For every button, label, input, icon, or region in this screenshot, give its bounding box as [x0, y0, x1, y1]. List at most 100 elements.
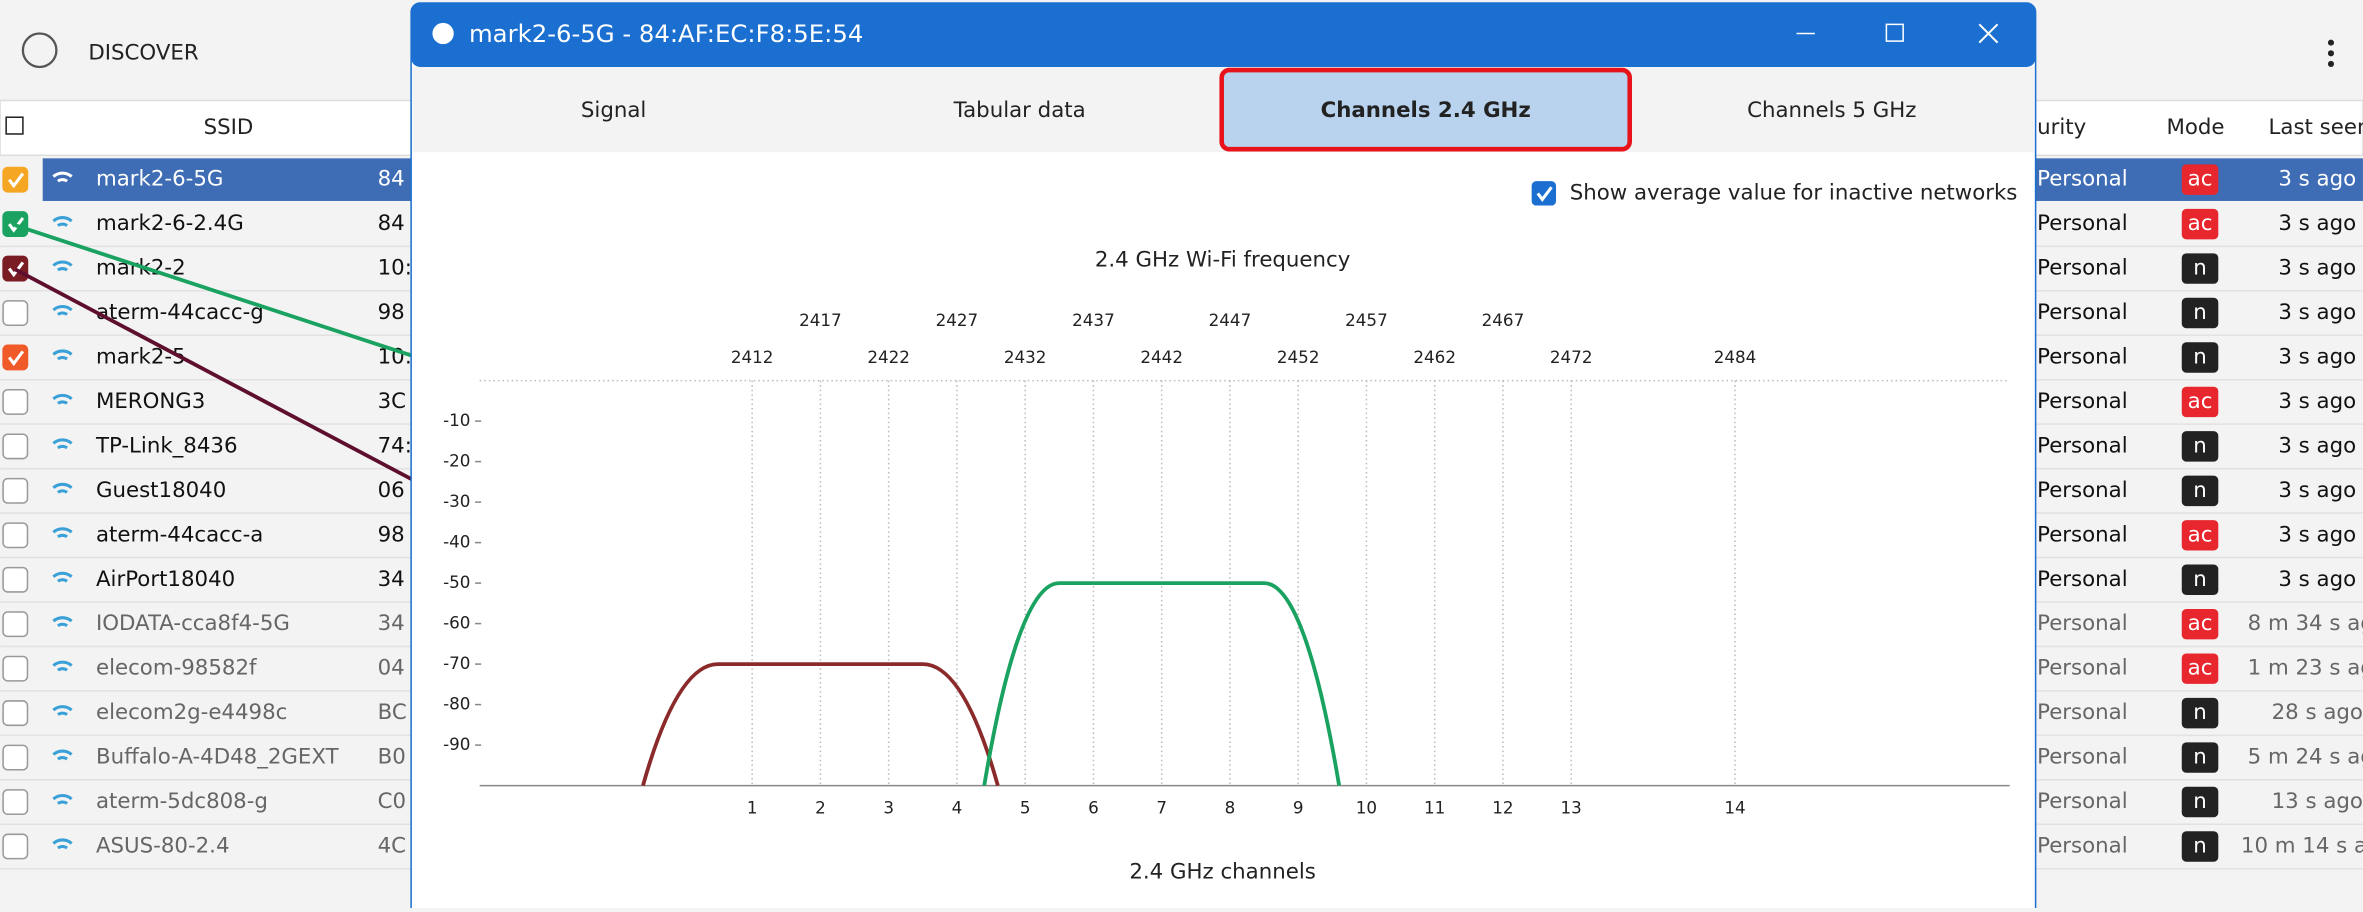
maximize[interactable] [1885, 23, 1904, 42]
row-last-seen: 1 m 23 s ago [2248, 656, 2363, 681]
mode-label: ac [2188, 656, 2213, 681]
frequency-label: 2412 [731, 347, 774, 367]
row-ssid: ASUS-80-2.4 [96, 833, 230, 858]
check-mark [7, 172, 25, 189]
row-checkbox[interactable] [2, 211, 29, 238]
y-tick-label: -10 [443, 410, 470, 430]
wifi-icon [52, 660, 73, 672]
menu-button[interactable] [2327, 39, 2335, 67]
row-checkbox[interactable] [2, 744, 29, 771]
wifi-icon [52, 260, 73, 272]
row-checkbox[interactable] [2, 166, 29, 193]
row-security: Personal [2037, 389, 2128, 414]
row-checkbox[interactable] [2, 344, 29, 371]
mode-badge [2181, 697, 2219, 729]
row-checkbox[interactable] [2, 433, 29, 460]
row-checkbox[interactable] [2, 789, 29, 815]
row-ssid: mark2-6-2.4G [96, 211, 244, 236]
row-ssid: elecom-98582f [96, 656, 257, 681]
tab[interactable]: Signal [581, 98, 646, 123]
y-tick-label: -40 [443, 532, 470, 552]
frequency-label: 2442 [1140, 347, 1183, 367]
mode-badge [2181, 564, 2219, 595]
row-security: Personal [2037, 745, 2128, 770]
header-security: urity [2037, 115, 2086, 140]
mode-label: n [2193, 567, 2207, 592]
channel-label: 13 [1561, 797, 1582, 817]
tab[interactable]: Channels 5 GHz [1747, 98, 1916, 123]
row-checkbox[interactable] [2, 255, 29, 282]
mode-badge [2181, 342, 2219, 373]
row-bssid: 74: [378, 433, 412, 458]
row-last-seen: 3 s ago [2278, 167, 2356, 192]
discover-icon [21, 32, 58, 69]
row-security: Personal [2037, 211, 2128, 236]
channel-label: 11 [1424, 797, 1445, 817]
wifi-icon [52, 349, 73, 361]
row-ssid: elecom2g-e4498c [96, 700, 287, 725]
row-security: Personal [2037, 256, 2128, 281]
mode-label: n [2193, 833, 2207, 858]
check-mark [7, 350, 25, 367]
row-bssid: 98 [378, 300, 405, 325]
row-checkbox[interactable] [2, 477, 29, 504]
frequency-label: 2457 [1345, 310, 1388, 330]
close[interactable] [1978, 23, 1999, 44]
row-checkbox[interactable] [2, 388, 29, 415]
select-all[interactable] [5, 116, 24, 135]
mode-badge [2181, 297, 2219, 329]
dialog: mark2-6-5G - 84:AF:EC:F8:5E:54 Signal Tab… [410, 2, 2037, 912]
row-security: Personal [2037, 567, 2128, 592]
header-last-seen: Last seen [2269, 115, 2363, 140]
frequency-label: 2422 [867, 347, 910, 367]
row-bssid: 4C [378, 833, 406, 858]
frequency-label: 2484 [1714, 347, 1757, 367]
mode-label: ac [2188, 611, 2213, 636]
row-checkbox[interactable] [2, 566, 29, 593]
mode-badge [2181, 653, 2219, 684]
mode-badge [2181, 786, 2219, 818]
row-checkbox[interactable] [2, 300, 29, 326]
option-checkbox[interactable] [1531, 181, 1557, 206]
active-tab[interactable] [1219, 67, 1632, 152]
row-bssid: 34 [378, 567, 405, 592]
row-last-seen: 3 s ago [2278, 522, 2356, 547]
wifi-icon [52, 393, 73, 405]
row-bssid: 84 [378, 167, 405, 192]
channel-label: 10 [1356, 797, 1377, 817]
row-last-seen: 3 s ago [2278, 567, 2356, 592]
channel-label: 1 [747, 797, 758, 817]
frequency-label: 2452 [1277, 347, 1320, 367]
channel-label: 14 [1724, 797, 1745, 817]
row-checkbox[interactable] [2, 833, 29, 860]
row-security: Personal [2037, 611, 2128, 636]
row-checkbox[interactable] [2, 655, 29, 682]
chart-title: 2.4 GHz Wi-Fi frequency [1095, 247, 1350, 272]
row-bssid: 06 [378, 478, 405, 503]
mode-label: n [2193, 478, 2207, 503]
row-bssid: 3C [378, 389, 406, 414]
mode-label: n [2193, 700, 2207, 725]
mode-label: n [2193, 789, 2207, 814]
tab[interactable]: Channels 2.4 GHz [1321, 98, 1531, 123]
mode-badge [2181, 742, 2219, 773]
row-last-seen: 3 s ago [2278, 256, 2356, 281]
channel-label: 3 [883, 797, 894, 817]
channel-label: 12 [1492, 797, 1513, 817]
row-bssid: BC [378, 700, 407, 725]
row-checkbox[interactable] [2, 700, 29, 727]
header-ssid: SSID [204, 115, 254, 140]
y-tick-label: -70 [443, 653, 470, 673]
app-title: DISCOVER [88, 40, 198, 65]
tab[interactable]: Tabular data [953, 98, 1086, 123]
row-checkbox[interactable] [2, 522, 29, 549]
row-checkbox[interactable] [2, 611, 29, 638]
row-bssid: C0 [378, 789, 406, 814]
frequency-label: 2462 [1413, 347, 1456, 367]
mode-label: ac [2188, 389, 2213, 414]
mode-badge [2181, 208, 2219, 240]
row-security: Personal [2037, 167, 2128, 192]
wifi-icon [52, 438, 73, 450]
mode-label: n [2193, 300, 2207, 325]
row-bssid: 34 [378, 611, 405, 636]
